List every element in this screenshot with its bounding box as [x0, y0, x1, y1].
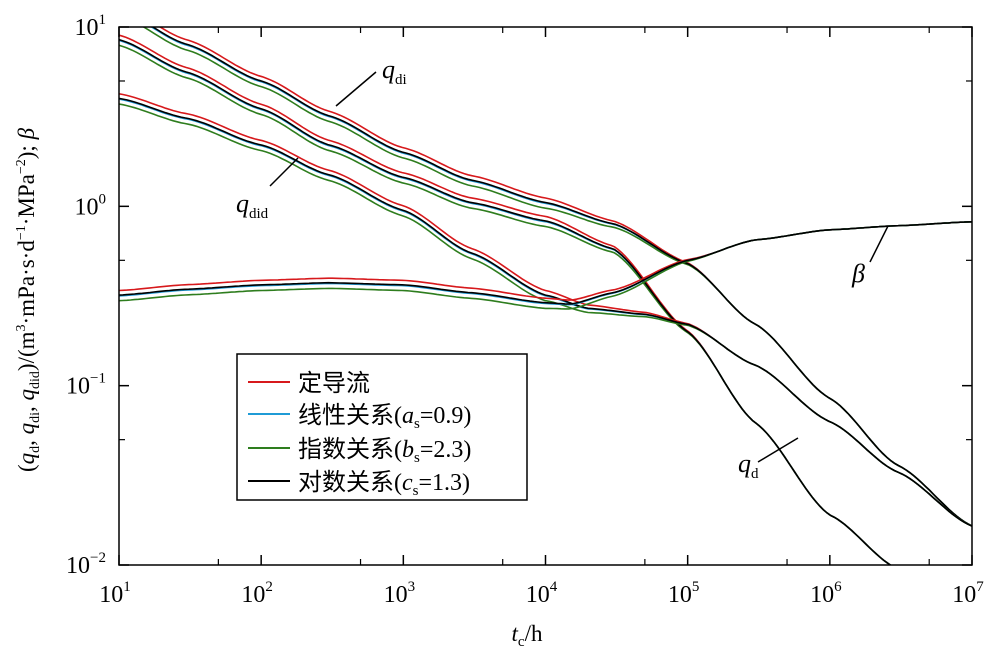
x-tick-label: 101 — [99, 579, 131, 608]
y-tick-labels: 101 100 10−1 10−2 — [66, 12, 106, 579]
legend-label-0: 定导流 — [298, 370, 370, 397]
y-tick-label: 10−1 — [66, 371, 106, 400]
curve-q_d-series-3 — [119, 38, 892, 565]
curve-beta-series-1 — [119, 221, 972, 306]
curve-beta-series-0 — [119, 221, 972, 301]
annotation-qdid-leader — [269, 157, 299, 187]
annotation-qdi-sub: di — [395, 72, 407, 88]
svg-text:β: β — [851, 259, 865, 288]
x-tick-label: 102 — [241, 579, 273, 608]
svg-text:qdid: qdid — [236, 189, 269, 222]
legend-label-1: 线性关系 — [298, 402, 394, 429]
legend-label-3: 对数关系 — [298, 469, 394, 496]
legend: 定导流 线性关系(as=0.9) 指数关系(bs=2.3) 对数关系(cs=1.… — [236, 353, 528, 501]
annotation-qdi-var: q — [382, 55, 395, 84]
annotation-qdi: qdi — [335, 55, 407, 107]
curve-q_did-series-3 — [119, 97, 972, 527]
y-tick-label: 100 — [75, 191, 107, 220]
svg-text:定导流: 定导流 — [298, 370, 370, 397]
annotation-beta: β — [851, 225, 889, 288]
y-tick-label: 101 — [75, 12, 107, 41]
x-tick-label: 106 — [810, 579, 842, 608]
x-tick-labels: 101 102 103 104 105 106 107 — [99, 579, 984, 608]
svg-text:qd: qd — [738, 449, 759, 482]
legend-item-3: 对数关系(cs=1.3) — [248, 469, 470, 499]
x-axis-label: tc/h — [512, 621, 543, 650]
annotation-qd: qd — [738, 437, 799, 482]
y-tick-label: 10−2 — [66, 550, 106, 579]
svg-text:qdi: qdi — [382, 55, 407, 88]
legend-item-0: 定导流 — [248, 370, 370, 397]
svg-text:对数关系(cs=1.3): 对数关系(cs=1.3) — [298, 469, 470, 499]
legend-item-1: 线性关系(as=0.9) — [248, 402, 471, 432]
annotation-qdid: qdid — [236, 157, 299, 222]
curve-layer — [119, 27, 972, 565]
x-tick-label: 107 — [952, 579, 984, 608]
annotation-qd-sub: d — [751, 466, 759, 482]
annotation-qd-var: q — [738, 449, 751, 478]
legend-box — [236, 353, 528, 501]
annotation-qd-leader — [757, 437, 799, 463]
tick-marks — [118, 26, 973, 566]
annotation-beta-leader — [869, 225, 889, 263]
svg-text:指数关系(bs=2.3): 指数关系(bs=2.3) — [298, 436, 471, 466]
legend-label-2: 指数关系 — [298, 436, 394, 463]
x-tick-label: 105 — [668, 579, 700, 608]
annotation-qdid-var: q — [236, 189, 249, 218]
y-axis-label: (qd, qdi, qdid)/(m3·mPa·s·d−1·MPa−2); β — [14, 127, 43, 472]
curve-q_di-series-3 — [151, 27, 972, 527]
x-tick-label: 103 — [384, 579, 416, 608]
x-tick-label: 104 — [526, 579, 558, 608]
svg-text:线性关系(as=0.9): 线性关系(as=0.9) — [298, 402, 471, 432]
annotation-qdid-sub: did — [249, 206, 269, 222]
legend-item-2: 指数关系(bs=2.3) — [248, 436, 471, 466]
annotation-beta-var: β — [851, 259, 865, 288]
curve-beta-series-3 — [119, 221, 972, 305]
annotation-qdi-leader — [335, 71, 377, 107]
